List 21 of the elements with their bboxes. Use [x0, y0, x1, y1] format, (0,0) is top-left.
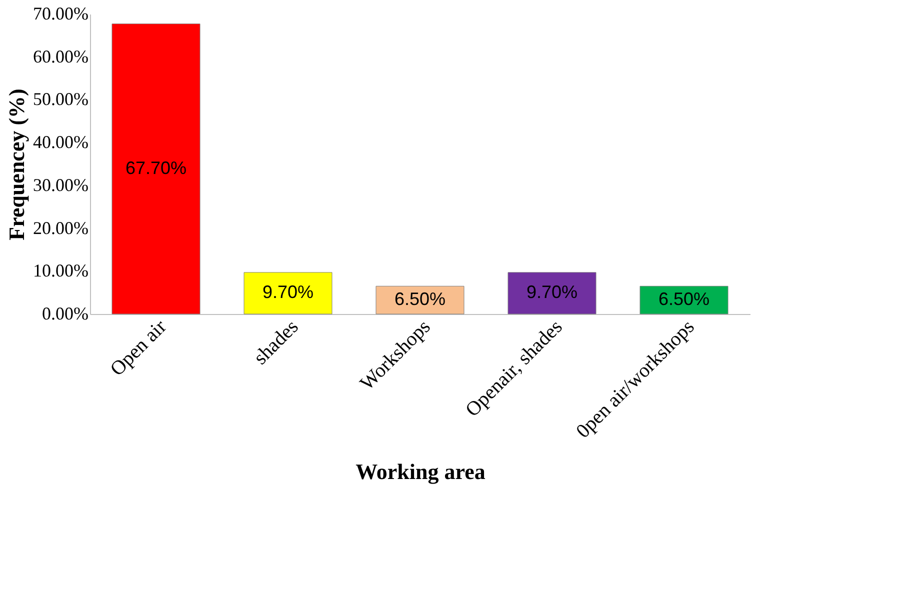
y-tick-label: 40.00%	[33, 132, 88, 152]
bar	[376, 286, 464, 314]
y-tick-label: 70.00%	[33, 4, 88, 24]
data-label: 67.70%	[125, 158, 187, 178]
data-label: 6.50%	[658, 289, 710, 310]
data-label: 6.50%	[394, 289, 446, 310]
x-tick-label: Open air	[106, 316, 172, 380]
y-tick-label: 30.00%	[33, 174, 88, 195]
y-tick-label: 50.00%	[33, 89, 88, 110]
data-label: 9.70%	[526, 282, 578, 302]
y-tick-label: 60.00%	[33, 46, 88, 66]
y-tick-label: 10.00%	[33, 260, 88, 281]
data-label: 9.70%	[262, 282, 314, 302]
y-tick-label: 0.00%	[42, 304, 88, 324]
x-axis-title: Working area	[356, 458, 486, 484]
y-tick-label: 20.00%	[33, 218, 88, 238]
bar	[112, 24, 200, 314]
y-axis-title: Frequencey (%)	[4, 88, 30, 240]
bar	[508, 272, 596, 314]
bar	[244, 272, 332, 314]
bar	[640, 286, 728, 314]
